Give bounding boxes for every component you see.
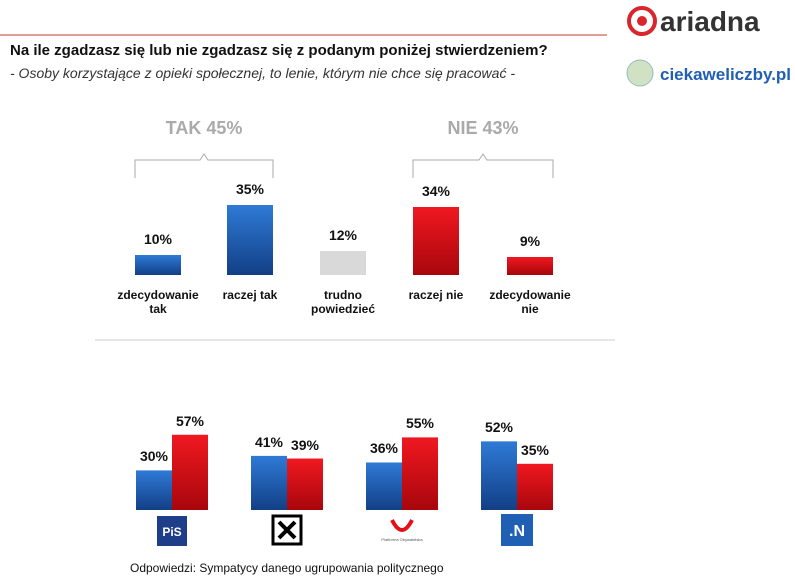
bar	[172, 434, 208, 510]
bar	[507, 257, 553, 275]
bracket	[134, 153, 274, 178]
value-label: 41%	[254, 433, 284, 450]
logo-mark	[390, 519, 414, 532]
brand: ariadna	[660, 6, 760, 37]
value-label: 57%	[175, 412, 205, 429]
value-label: 12%	[328, 227, 358, 243]
site: ciekaweliczby.pl	[660, 65, 791, 84]
subtitle: - Osoby korzystające z opieki społecznej…	[10, 65, 515, 81]
category-label: raczej tak	[222, 288, 278, 302]
logo-mark	[277, 520, 297, 540]
bar	[517, 463, 553, 510]
value-label: 36%	[369, 440, 399, 457]
value-label: 35%	[235, 181, 265, 197]
value-label: 52%	[484, 419, 514, 436]
value-label: 10%	[143, 231, 173, 247]
bar	[227, 205, 273, 275]
logo-text: Platforma Obywatelska	[381, 537, 423, 542]
logo-text: PiS	[162, 525, 181, 539]
value-label: 34%	[421, 183, 451, 199]
logo	[157, 516, 187, 546]
logo	[271, 514, 303, 546]
title: Na ile zgadzasz się lub nie zgadzasz się…	[10, 42, 548, 59]
bar	[251, 455, 287, 510]
bar	[135, 255, 181, 275]
category-label: raczej nie	[408, 288, 464, 302]
category-label: zdecydowanie tak	[117, 288, 199, 316]
value-label: 55%	[405, 415, 435, 432]
category-label: zdecydowanie nie	[489, 288, 571, 316]
bar	[402, 437, 438, 510]
bar	[287, 458, 323, 510]
logo-text: .N	[509, 523, 525, 540]
bar	[136, 470, 172, 510]
value-label: 35%	[520, 441, 550, 458]
bar	[366, 462, 402, 510]
value-label: 30%	[139, 448, 169, 465]
brand-icon-dot	[637, 16, 647, 26]
bracket	[412, 153, 554, 178]
group-label: NIE 43%	[447, 118, 519, 138]
logo	[501, 514, 533, 546]
bar	[413, 207, 459, 275]
group-label: TAK 45%	[165, 118, 243, 138]
value-label: 39%	[290, 436, 320, 453]
category-label: trudno powiedzieć	[310, 288, 375, 316]
bar	[481, 441, 517, 510]
brand-icon	[627, 6, 657, 36]
bar	[320, 251, 366, 275]
footer: Odpowiedzi: Sympatycy danego ugrupowania…	[130, 561, 444, 575]
site-icon	[626, 59, 654, 87]
value-label: 9%	[519, 233, 541, 249]
